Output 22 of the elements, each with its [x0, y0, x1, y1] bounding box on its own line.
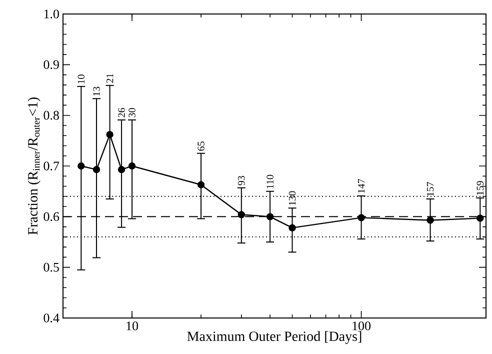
annotation: 10 [78, 74, 85, 84]
annotation: 159 [476, 181, 484, 195]
annotation: 65 [198, 142, 204, 151]
annotation: 30 [128, 108, 136, 118]
x-axis-title: Maximum Outer Period [Days] [187, 331, 362, 344]
annotation: 26 [118, 108, 125, 118]
annotation: 13 [93, 86, 100, 96]
y-tick-label: 0.9 [44, 60, 59, 70]
y-tick-label: 0.8 [44, 110, 59, 120]
x-tick-label: 100 [352, 322, 371, 330]
y-tick-label: 1.0 [44, 10, 59, 18]
y-axis-title: Fraction (R$_{inner}$/R$_{outer}$<1) [28, 98, 40, 235]
y-tick-label: 0.5 [44, 262, 59, 272]
annotation: 21 [106, 74, 114, 83]
y-tick-label: 0.7 [44, 162, 60, 170]
y-tick-label: 0.4 [44, 314, 60, 322]
annotation: 157 [426, 182, 434, 196]
y-tick-label: 0.6 [44, 212, 60, 222]
annotation: 130 [288, 191, 296, 205]
annotation: 147 [358, 178, 365, 193]
annotation: 93 [238, 176, 245, 186]
annotation: 110 [266, 174, 274, 188]
